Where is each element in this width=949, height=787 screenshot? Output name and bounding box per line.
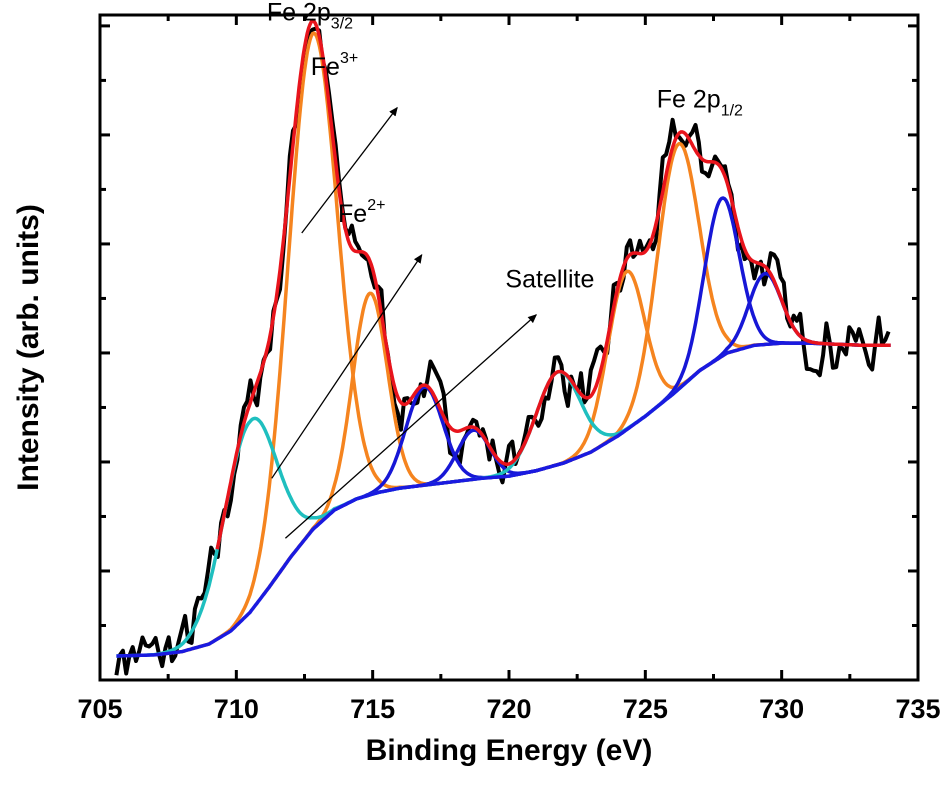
label-fe-2p32: Fe 2p3/2 [267, 0, 353, 32]
background-line [116, 341, 891, 658]
x-tick-label: 705 [77, 694, 122, 724]
x-tick-label: 725 [623, 694, 668, 724]
envelope-line [215, 18, 891, 550]
ticks-layer: 705 710 715 720 725 730 735 [77, 15, 941, 724]
y-axis-title: Intensity (arb. units) [12, 204, 45, 491]
annotation-arrow-2 [284, 314, 538, 539]
plot-frame [98, 13, 920, 682]
annotations-layer: Fe 2p3/2 Fe 2p1/2 Fe3+ Fe2+ Satellite [267, 0, 743, 539]
curves-layer [114, 18, 891, 676]
label-satellite: Satellite [505, 266, 594, 294]
x-tick-label: 720 [486, 694, 531, 724]
component-peak-fe2-4 [309, 385, 539, 533]
annotation-arrow-1 [271, 254, 423, 479]
x-tick-label: 730 [759, 694, 804, 724]
x-tick-label: 735 [895, 694, 940, 724]
label-fe-2p12: Fe 2p1/2 [657, 86, 743, 120]
x-tick-label: 715 [350, 694, 395, 724]
x-tick-label: 710 [214, 694, 259, 724]
x-axis-title: Binding Energy (eV) [366, 734, 653, 767]
raw-data-line [114, 26, 891, 676]
component-peak-fe3-2 [512, 269, 740, 478]
annotation-arrow-0 [301, 106, 398, 234]
label-fe2plus: Fe2+ [338, 197, 385, 228]
label-fe3plus: Fe3+ [311, 50, 358, 81]
